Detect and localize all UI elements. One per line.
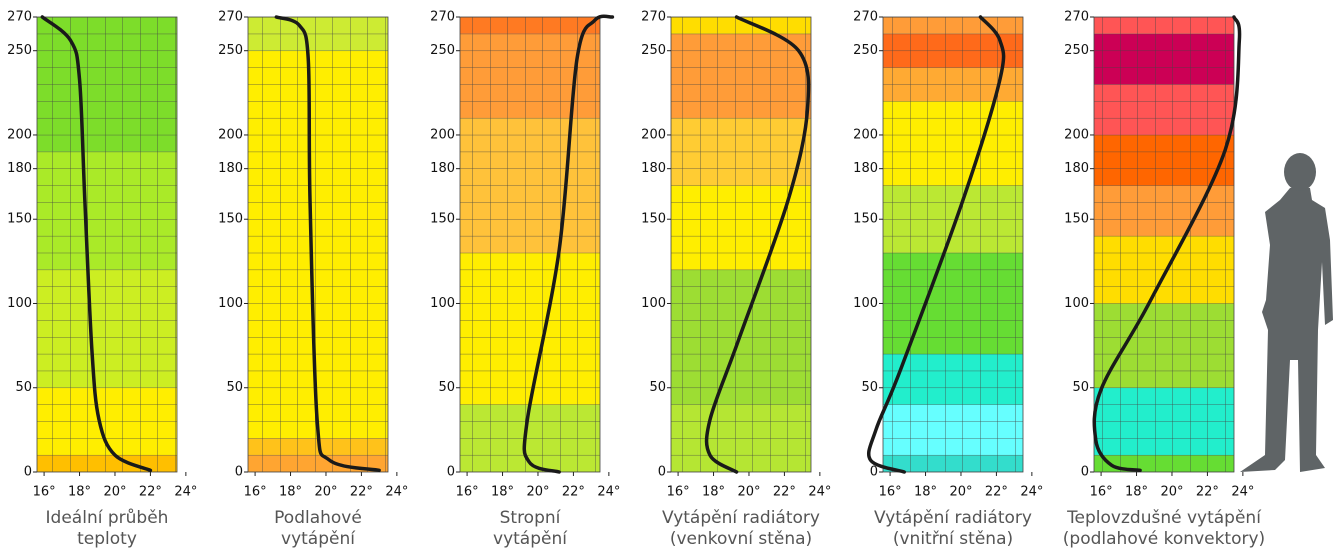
y-tick-label: 180 [7,161,32,176]
x-tick-label: 24° [1231,485,1254,500]
x-tick-label: 24° [174,485,197,500]
x-tick-label: 16° [879,485,902,500]
y-tick-label: 270 [641,10,666,25]
y-tick-label: 100 [641,296,666,311]
x-tick-label: 24° [597,485,620,500]
cell-grid [882,16,1024,473]
x-tick-label: 20° [526,485,549,500]
y-tick-label: 50 [861,380,878,395]
y-tick-label: 150 [1064,212,1089,227]
x-tick-label: 16° [244,485,267,500]
y-tick-label: 250 [1064,43,1089,58]
y-tick-label: 150 [641,212,666,227]
x-tick-label: 24° [385,485,408,500]
y-tick-label: 50 [15,380,32,395]
x-tick-label: 22° [139,485,162,500]
x-tick-label: 22° [350,485,373,500]
y-tick-label: 180 [641,161,666,176]
y-tick-label: 100 [1064,296,1089,311]
cell-grid [670,16,812,473]
y-tick-label: 180 [218,161,243,176]
x-tick-label: 22° [985,485,1008,500]
y-tick-label: 150 [430,212,455,227]
y-tick-label: 180 [1064,161,1089,176]
y-tick-label: 200 [641,127,666,142]
y-tick-label: 0 [447,465,455,480]
temperature-curve [274,15,381,473]
chart-caption: Stropní vytápění [493,508,567,549]
x-tick-label: 20° [1160,485,1183,500]
x-tick-label: 16° [1090,485,1113,500]
y-tick-label: 50 [1072,380,1089,395]
y-tick-label: 200 [218,127,243,142]
x-tick-label: 18° [914,485,937,500]
temperature-curve [1092,15,1242,473]
x-tick-label: 20° [103,485,126,500]
temperature-curve [522,14,615,474]
y-tick-label: 0 [870,465,878,480]
y-tick-label: 150 [853,212,878,227]
y-tick-label: 150 [218,212,243,227]
y-tick-label: 100 [853,296,878,311]
y-tick-label: 270 [430,10,455,25]
y-tick-label: 150 [7,212,32,227]
chart-caption: Vytápění radiátory (venkovní stěna) [662,508,820,549]
y-tick-label: 180 [430,161,455,176]
temperature-curve [40,15,153,473]
y-tick-label: 250 [641,43,666,58]
y-tick-label: 200 [7,127,32,142]
y-tick-label: 250 [7,43,32,58]
y-tick-label: 50 [438,380,455,395]
x-tick-label: 18° [702,485,725,500]
x-tick-label: 20° [737,485,760,500]
y-tick-label: 270 [853,10,878,25]
x-tick-label: 16° [456,485,479,500]
temperature-curve [704,15,811,474]
x-tick-label: 18° [68,485,91,500]
x-tick-label: 22° [773,485,796,500]
y-tick-label: 200 [430,127,455,142]
chart-caption: Vytápění radiátory (vnitřní stěna) [874,508,1032,549]
chart-caption: Teplovzdušné vytápění (podlahové konvekt… [1062,508,1266,549]
y-tick-label: 200 [853,127,878,142]
y-tick-label: 270 [1064,10,1089,25]
y-tick-label: 50 [226,380,243,395]
x-tick-label: 20° [949,485,972,500]
x-tick-label: 22° [562,485,585,500]
cell-grid [247,16,389,473]
person-head [1284,153,1316,191]
y-tick-label: 0 [235,465,243,480]
x-tick-label: 24° [1020,485,1043,500]
y-tick-label: 270 [7,10,32,25]
y-tick-label: 100 [7,296,32,311]
cell-grid [36,16,178,473]
y-tick-label: 250 [218,43,243,58]
y-tick-label: 270 [218,10,243,25]
x-tick-label: 20° [314,485,337,500]
y-tick-label: 180 [853,161,878,176]
person-silhouette [1240,188,1333,472]
chart-caption: Ideální průběh teploty [45,508,169,549]
temperature-curve [866,15,1006,474]
x-tick-label: 18° [1125,485,1148,500]
x-tick-label: 24° [808,485,831,500]
cell-grid [1093,16,1235,473]
x-tick-label: 18° [279,485,302,500]
chart-caption: Podlahové vytápění [274,508,362,549]
y-tick-label: 250 [853,43,878,58]
y-tick-label: 50 [649,380,666,395]
x-tick-label: 16° [33,485,56,500]
x-tick-label: 16° [667,485,690,500]
x-tick-label: 18° [491,485,514,500]
y-tick-label: 0 [24,465,32,480]
y-tick-label: 100 [218,296,243,311]
y-tick-label: 0 [658,465,666,480]
y-tick-label: 250 [430,43,455,58]
y-tick-label: 200 [1064,127,1089,142]
y-tick-label: 100 [430,296,455,311]
x-tick-label: 22° [1196,485,1219,500]
y-tick-label: 0 [1081,465,1089,480]
